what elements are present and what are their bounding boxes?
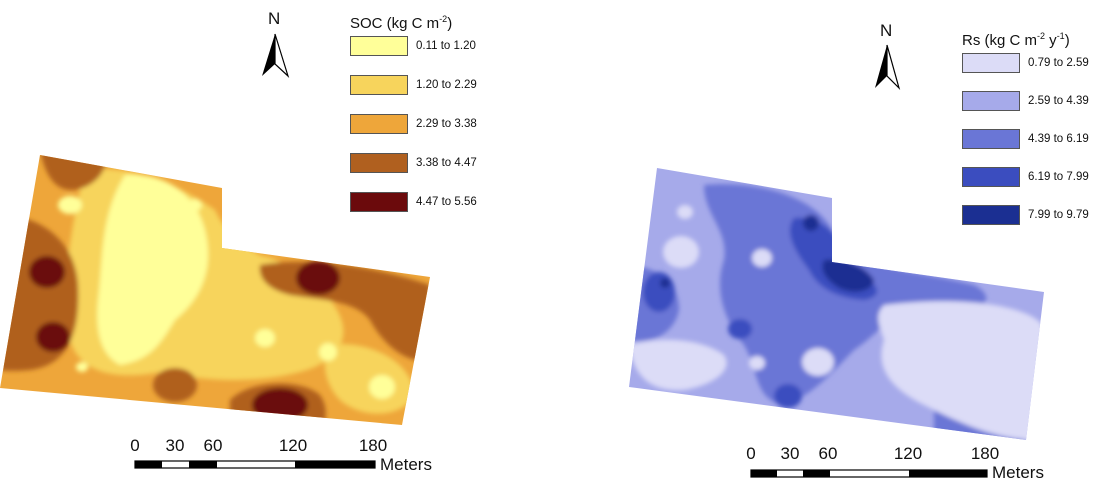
- scale-tick-label: 180: [358, 436, 388, 455]
- legend-item: 0.79 to 2.59: [962, 52, 1089, 74]
- scale-tick-label: 120: [893, 444, 923, 463]
- legend-title: Rs (kg C m-2 y-1): [962, 31, 1070, 49]
- scale-tick-label: 60: [818, 444, 838, 463]
- legend-item: 0.11 to 1.20: [350, 35, 476, 57]
- legend-swatch: [350, 192, 408, 212]
- soc-legend: SOC (kg C m-2) 0.11 to 1.20 1.20 to 2.29…: [350, 10, 550, 213]
- north-label: N: [880, 21, 893, 40]
- legend-label: 0.11 to 1.20: [416, 40, 476, 52]
- scale-tick-label: 180: [970, 444, 1000, 463]
- legend-item: 4.47 to 5.56: [350, 191, 477, 213]
- legend-title: SOC (kg C m-2): [350, 14, 453, 32]
- scale-tick-label: 120: [278, 436, 308, 455]
- rs-map-panel: N Rs (kg C m-2 y-1) 0.79 to 2.59 2.59 to…: [554, 0, 1108, 488]
- legend-swatch: [962, 205, 1020, 225]
- scale-tick-label: 30: [165, 436, 185, 455]
- legend-label: 4.39 to 6.19: [1028, 133, 1089, 145]
- legend-swatch: [350, 36, 408, 56]
- soc-map-panel: N SOC (kg C m-2) 0.11 to 1.20 1.20 to 2.…: [0, 9, 550, 474]
- legend-label: 2.59 to 4.39: [1028, 95, 1089, 107]
- legend-label: 4.47 to 5.56: [416, 196, 477, 208]
- legend-item: 4.39 to 6.19: [962, 128, 1089, 150]
- legend-item: 2.59 to 4.39: [962, 90, 1089, 112]
- scale-bar: [750, 469, 988, 478]
- legend-label: 2.29 to 3.38: [416, 118, 477, 130]
- legend-item: 1.20 to 2.29: [350, 74, 477, 96]
- legend-item: 2.29 to 3.38: [350, 113, 477, 135]
- legend-swatch: [962, 53, 1020, 73]
- north-arrow-icon: [262, 33, 290, 78]
- legend-swatch: [962, 167, 1020, 187]
- legend-label: 0.79 to 2.59: [1028, 57, 1089, 69]
- scale-unit-label: Meters: [992, 463, 1044, 482]
- scale-tick-label: 30: [780, 444, 800, 463]
- legend-swatch: [350, 153, 408, 173]
- north-arrow-icon: [875, 44, 901, 91]
- legend-swatch: [350, 114, 408, 134]
- legend-label: 6.19 to 7.99: [1028, 171, 1089, 183]
- scale-tick-label: 60: [203, 436, 223, 455]
- legend-label: 7.99 to 9.79: [1028, 209, 1089, 221]
- legend-item: 6.19 to 7.99: [962, 166, 1089, 188]
- legend-swatch: [962, 129, 1020, 149]
- legend-swatch: [350, 75, 408, 95]
- scale-tick-label: 0: [130, 436, 140, 455]
- legend-swatch: [962, 91, 1020, 111]
- legend-label: 1.20 to 2.29: [416, 79, 477, 91]
- scale-tick-label: 0: [746, 444, 756, 463]
- legend-item: 7.99 to 9.79: [962, 204, 1089, 226]
- scale-bar: [134, 460, 376, 469]
- scale-unit-label: Meters: [380, 455, 432, 474]
- legend-item: 3.38 to 4.47: [350, 152, 477, 174]
- rs-legend: Rs (kg C m-2 y-1) 0.79 to 2.59 2.59 to 4…: [962, 27, 1108, 227]
- legend-label: 3.38 to 4.47: [416, 157, 477, 169]
- north-label: N: [268, 9, 281, 28]
